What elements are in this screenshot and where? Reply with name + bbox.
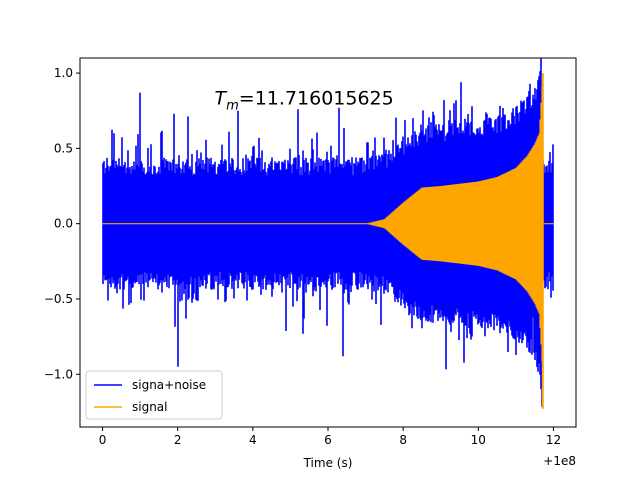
y-tick-label: 0.5: [54, 141, 73, 155]
x-tick-label: 12: [546, 433, 561, 447]
legend: signa+noise signal: [85, 370, 223, 420]
x-axis-label: Time (s): [303, 456, 353, 470]
y-tick-label: −0.5: [44, 292, 73, 306]
legend-entry-noise: signa+noise: [132, 378, 206, 392]
tm-annotation: Tm=11.716015625: [215, 88, 394, 114]
annotation-value: =11.716015625: [239, 88, 394, 110]
x-tick-label: 0: [99, 433, 107, 447]
ticks: 0 2 4 6 8 10 12 −1.0 −0.5 0.0 0.5 1.0: [44, 66, 561, 447]
y-tick-label: −1.0: [44, 367, 73, 381]
x-tick-label: 6: [324, 433, 332, 447]
data-layer: [102, 58, 554, 409]
x-offset-label: +1e8: [543, 454, 576, 468]
annotation-subscript: m: [226, 99, 239, 114]
y-tick-label: 1.0: [54, 66, 73, 80]
x-tick-label: 2: [174, 433, 182, 447]
legend-entry-signal: signal: [132, 400, 168, 414]
annotation-symbol: T: [215, 88, 228, 110]
x-tick-label: 10: [471, 433, 486, 447]
x-tick-label: 4: [249, 433, 257, 447]
series-line-signal: [102, 86, 554, 362]
y-tick-label: 0.0: [54, 217, 73, 231]
x-tick-label: 8: [399, 433, 407, 447]
